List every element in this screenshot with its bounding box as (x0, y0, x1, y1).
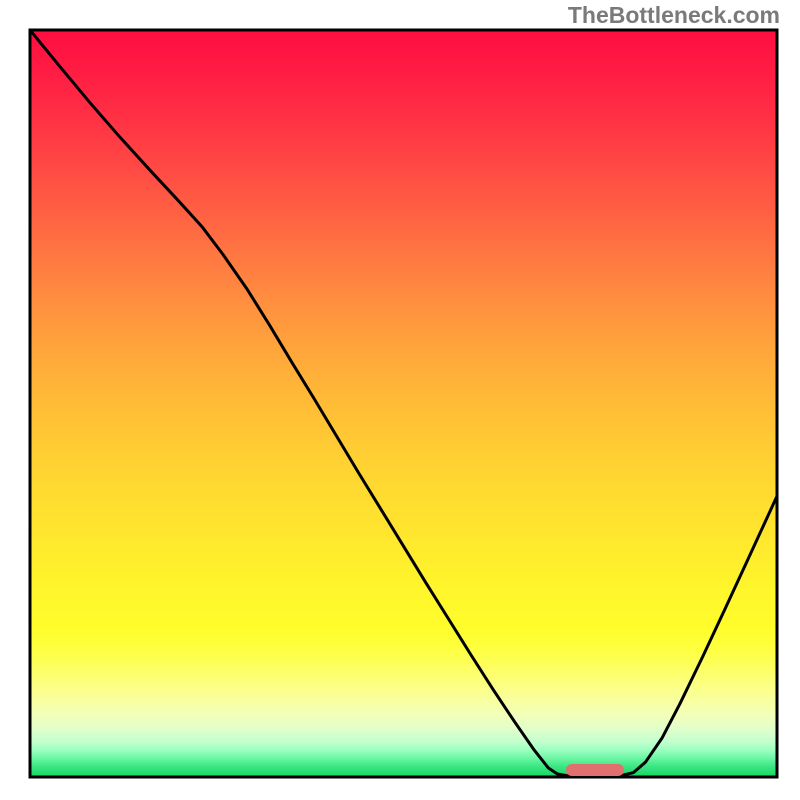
gradient-background (30, 30, 777, 777)
chart-stage: TheBottleneck.com (0, 0, 800, 800)
watermark-text: TheBottleneck.com (568, 2, 780, 29)
